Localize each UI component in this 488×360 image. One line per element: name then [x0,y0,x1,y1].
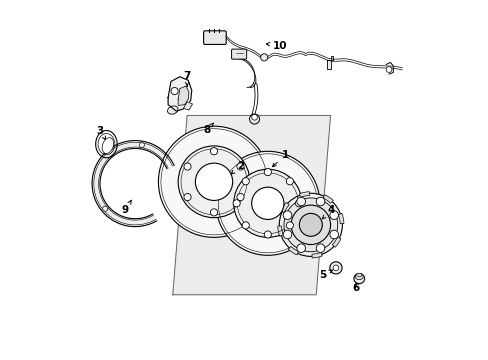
Text: 3: 3 [97,126,105,140]
Circle shape [233,200,240,207]
Text: 6: 6 [352,283,359,293]
Circle shape [329,211,338,220]
Ellipse shape [353,274,364,284]
Circle shape [290,205,330,244]
Circle shape [279,193,342,256]
Wedge shape [323,195,333,203]
Circle shape [283,211,291,220]
Circle shape [284,198,337,252]
Circle shape [102,206,107,211]
Ellipse shape [167,106,178,114]
Text: 1: 1 [272,150,289,167]
Circle shape [183,193,191,201]
Polygon shape [92,140,174,226]
Text: 8: 8 [203,123,213,135]
Circle shape [242,222,249,229]
Circle shape [264,231,271,238]
Wedge shape [299,192,309,197]
Circle shape [329,262,341,274]
Polygon shape [172,116,330,295]
Circle shape [316,197,324,206]
Circle shape [296,197,305,206]
Circle shape [283,230,291,239]
Circle shape [210,209,217,216]
Text: 4: 4 [322,206,334,219]
Text: 2: 2 [231,161,244,174]
Circle shape [178,146,249,218]
Circle shape [158,126,269,237]
Polygon shape [168,77,191,111]
Circle shape [242,178,249,185]
FancyBboxPatch shape [203,31,226,44]
Text: 9: 9 [122,200,131,216]
Wedge shape [280,202,289,212]
Ellipse shape [356,273,361,277]
Circle shape [316,244,324,252]
Wedge shape [277,226,283,236]
Circle shape [299,213,322,236]
Wedge shape [311,252,322,258]
Circle shape [183,163,191,170]
Circle shape [264,168,271,176]
Circle shape [215,151,319,255]
Circle shape [139,143,144,148]
Circle shape [195,163,232,201]
Circle shape [332,265,338,271]
Circle shape [296,244,305,252]
Circle shape [260,54,267,61]
Circle shape [210,148,217,155]
Text: 10: 10 [266,41,287,50]
Ellipse shape [355,273,363,280]
Circle shape [233,169,301,237]
Circle shape [329,230,338,239]
FancyBboxPatch shape [231,49,246,59]
Circle shape [285,222,293,229]
Circle shape [285,178,293,185]
Circle shape [249,114,259,124]
Wedge shape [338,213,343,224]
Text: 7: 7 [183,71,190,86]
Circle shape [236,193,244,201]
Ellipse shape [102,138,113,153]
Circle shape [251,187,284,220]
Circle shape [171,87,178,95]
Wedge shape [288,246,298,255]
Polygon shape [326,56,333,69]
Circle shape [236,163,244,170]
Polygon shape [183,102,192,110]
Polygon shape [178,86,188,105]
Circle shape [386,67,391,72]
Wedge shape [332,237,340,247]
Circle shape [251,114,257,120]
Text: 5: 5 [318,270,332,280]
Circle shape [295,200,302,207]
